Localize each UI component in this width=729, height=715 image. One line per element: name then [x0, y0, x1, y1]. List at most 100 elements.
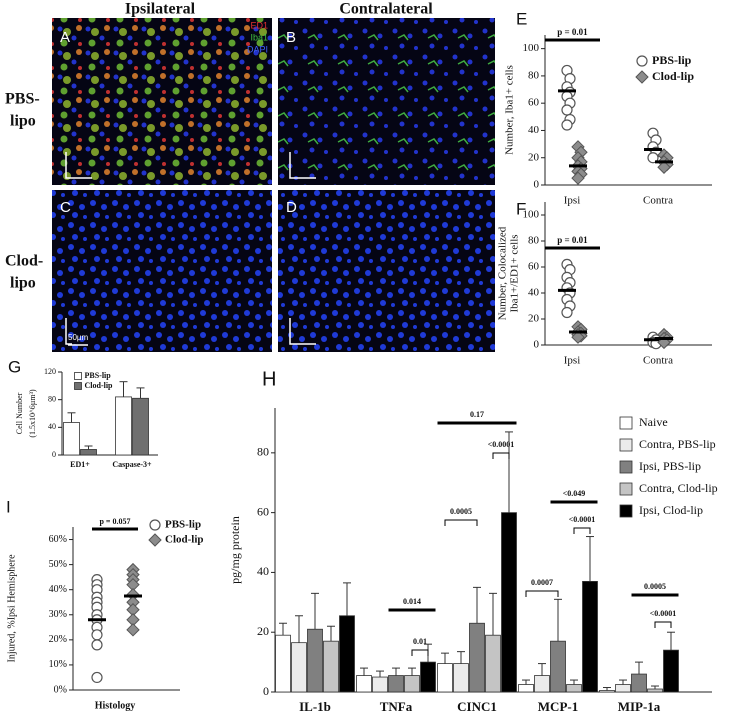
y-tick-label: 60 — [528, 97, 540, 109]
significance-bracket — [525, 590, 559, 597]
bar — [566, 684, 582, 693]
legend-swatch — [619, 504, 633, 518]
bar — [372, 676, 388, 693]
x-tick-label: Histology — [95, 700, 136, 711]
legend-swatch — [619, 460, 633, 474]
legend-marker — [149, 519, 161, 531]
bar — [323, 640, 339, 693]
legend-marker — [148, 533, 162, 547]
legend-swatch — [619, 438, 633, 452]
y-tick-label: 60 — [528, 261, 540, 273]
micrograph — [52, 190, 272, 352]
panel-letter: C — [60, 199, 71, 216]
scale-bar-label: 50µm — [68, 333, 89, 342]
micrograph — [52, 18, 272, 185]
y-axis-label: Number, Iba1+ cells — [504, 65, 516, 155]
bar — [663, 649, 679, 693]
column-title: Ipsilateral — [125, 1, 196, 18]
y-tick-label: 100 — [523, 209, 540, 221]
y-tick-label: 0 — [534, 179, 540, 191]
legend-label: Contra, PBS-lip — [639, 437, 716, 451]
y-tick-label: 80 — [528, 69, 540, 81]
legend-label: PBS-lip — [652, 53, 692, 67]
bar — [599, 690, 615, 693]
bar — [501, 512, 517, 693]
bar — [291, 642, 307, 693]
bar — [132, 397, 149, 456]
p-value: p = 0.01 — [557, 235, 588, 245]
y-tick-label: 10% — [49, 659, 67, 670]
y-tick-label: 0 — [263, 684, 269, 698]
axis-arrows — [65, 152, 316, 345]
stain-label: ED1 — [250, 20, 268, 30]
panel-letter: G — [8, 357, 21, 376]
significance-bracket — [411, 649, 429, 656]
legend-label: Naive — [639, 415, 668, 429]
micrographs: 50µm A B C D ED1 Iba1 DAPI — [52, 18, 495, 352]
x-tick-label: Ipsi — [564, 355, 581, 367]
x-tick-label: Contra — [643, 355, 673, 367]
y-axis-label: Cell Number — [15, 392, 24, 434]
p-value: <0.049 — [563, 489, 586, 498]
row-label: lipo — [10, 113, 36, 130]
micrograph — [278, 190, 495, 352]
y-tick-label: 40 — [48, 422, 56, 431]
p-value: 0.014 — [403, 597, 421, 606]
y-tick-label: 20 — [257, 624, 269, 638]
legend-label: PBS-lip — [85, 371, 112, 380]
y-tick-label: 40 — [528, 124, 540, 136]
data-point — [561, 306, 573, 319]
x-tick-label: Ipsi — [564, 195, 581, 207]
data-point — [91, 629, 103, 641]
data-point — [561, 119, 573, 131]
y-tick-label: 20 — [528, 313, 540, 325]
y-tick-label: 60% — [49, 534, 67, 545]
y-axis-label: pg/mg protein — [228, 516, 242, 584]
bar — [453, 663, 469, 693]
legend-label: Clod-lip — [85, 381, 114, 390]
y-axis-label: (1.5x10^6µm³) — [28, 389, 37, 438]
p-value: p = 0.01 — [557, 27, 588, 37]
data-point — [91, 639, 103, 651]
p-value: 0.0007 — [531, 578, 553, 587]
p-value: <0.0001 — [488, 440, 515, 449]
x-tick-label: Caspase-3+ — [112, 460, 152, 469]
y-tick-label: 0 — [534, 339, 540, 351]
row-label: lipo — [10, 275, 36, 292]
data-point — [571, 171, 585, 185]
legend-label: Contra, Clod-lip — [639, 481, 718, 495]
legend-marker — [635, 70, 649, 84]
data-point — [647, 152, 659, 164]
y-axis-label: Injured, %Ipsi Hemisphere — [6, 554, 17, 663]
y-tick-label: 20 — [528, 151, 540, 163]
legend-label: Clod-lip — [165, 534, 204, 546]
legend-swatch — [619, 416, 633, 430]
legend-label: Ipsi, PBS-lip — [639, 459, 701, 473]
x-tick-label: MCP-1 — [538, 699, 578, 714]
data-point — [126, 623, 140, 637]
panel-letter: B — [286, 29, 296, 46]
y-tick-label: 60 — [257, 504, 269, 518]
y-tick-label: 80 — [528, 235, 540, 247]
bar — [356, 675, 372, 693]
p-value: <0.0001 — [569, 515, 596, 524]
bar — [80, 449, 97, 456]
data-point — [571, 330, 585, 344]
bar — [582, 580, 598, 693]
bar — [388, 675, 404, 693]
legend-label: Clod-lip — [652, 69, 694, 83]
y-tick-label: 0% — [54, 684, 67, 695]
panel-letter: E — [516, 9, 527, 28]
p-value: 0.17 — [470, 410, 484, 419]
bar — [404, 675, 420, 693]
row-label: PBS- — [5, 91, 40, 108]
panel-letter: I — [6, 497, 11, 516]
y-tick-label: 80 — [257, 445, 269, 459]
significance-bracket — [444, 519, 478, 526]
bar — [631, 673, 647, 693]
bar — [339, 615, 355, 693]
x-tick-label: CINC1 — [457, 699, 497, 714]
bar — [63, 422, 80, 456]
bar — [485, 634, 501, 693]
